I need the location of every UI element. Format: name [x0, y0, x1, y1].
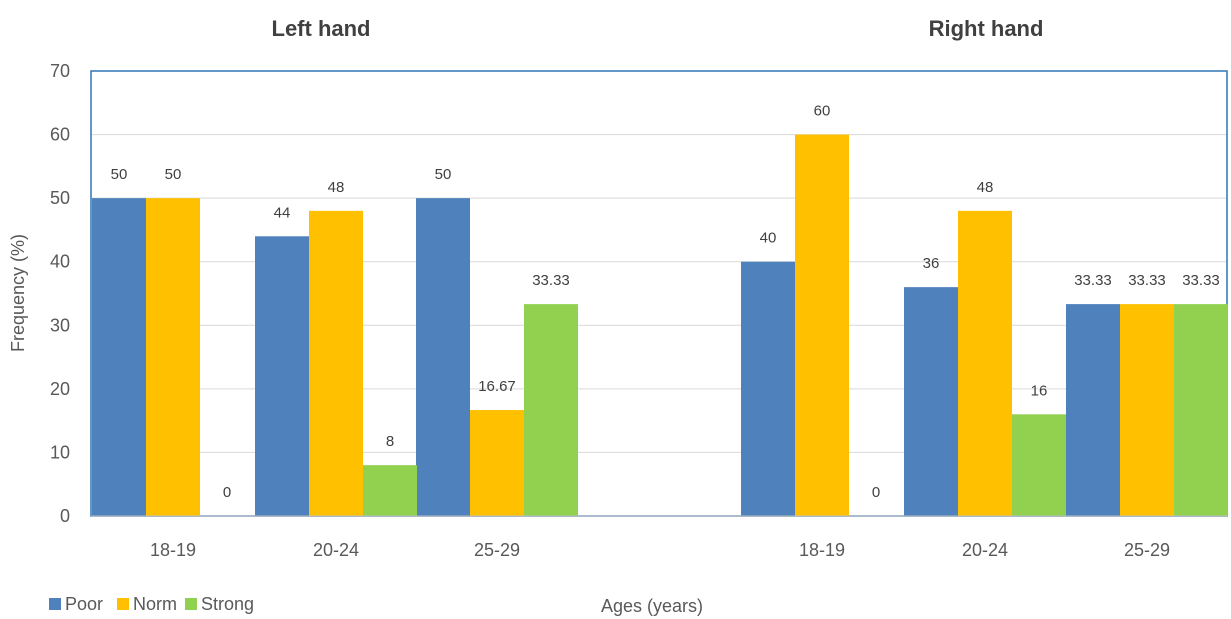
data-label: 33.33 [1128, 272, 1166, 289]
y-tick-label: 20 [50, 379, 70, 399]
data-label: 33.33 [1074, 272, 1112, 289]
data-label: 33.33 [1182, 272, 1220, 289]
value-labels: 50 44 50 40 36 33.33 50 48 16.67 60 48 33.33 0 8 33.33… [111, 103, 1220, 501]
data-label: 60 [814, 103, 831, 120]
group-title-right: Right hand [929, 16, 1044, 41]
legend-swatch-poor [49, 598, 61, 610]
bar-poor [92, 198, 146, 516]
y-tick-label: 70 [50, 61, 70, 81]
bar-norm [958, 210, 1012, 516]
x-axis-tick-labels: 18-19 20-24 25-29 18-19 20-24 25-29 [150, 540, 1170, 560]
bar-strong [1174, 304, 1228, 516]
bar-strong [1012, 414, 1066, 516]
bar-poor [904, 287, 958, 516]
x-tick-label: 18-19 [799, 540, 845, 560]
legend-swatch-norm [117, 598, 129, 610]
data-label: 16.67 [478, 378, 516, 395]
x-tick-label: 20-24 [962, 540, 1008, 560]
y-tick-label: 40 [50, 252, 70, 272]
y-tick-label: 10 [50, 442, 70, 462]
legend-label: Strong [201, 594, 254, 614]
data-label: 40 [760, 230, 777, 247]
bar-norm [309, 210, 363, 516]
data-label: 0 [872, 484, 880, 501]
x-tick-label: 20-24 [313, 540, 359, 560]
data-label: 50 [435, 166, 452, 183]
y-axis-label: Frequency (%) [8, 234, 28, 352]
bar-strong [363, 465, 417, 516]
data-label: 8 [386, 433, 394, 450]
group-title-left: Left hand [272, 16, 371, 41]
data-label: 33.33 [532, 272, 570, 289]
x-tick-label: 25-29 [1124, 540, 1170, 560]
data-label: 50 [165, 166, 182, 183]
bar-norm [146, 198, 200, 516]
y-axis-tick-labels: 0 10 20 30 40 50 60 70 [50, 61, 70, 526]
y-tick-label: 60 [50, 125, 70, 145]
y-tick-label: 50 [50, 188, 70, 208]
data-label: 48 [977, 179, 994, 196]
x-tick-label: 25-29 [474, 540, 520, 560]
bar-poor [255, 236, 309, 517]
bar-strong [524, 304, 578, 516]
bars [92, 134, 1228, 517]
data-label: 16 [1031, 382, 1048, 399]
data-label: 48 [328, 179, 345, 196]
data-label: 0 [223, 484, 231, 501]
x-tick-label: 18-19 [150, 540, 196, 560]
data-label: 50 [111, 166, 128, 183]
bar-poor [1066, 304, 1120, 516]
legend: Poor Norm Strong [49, 594, 254, 614]
x-axis-label: Ages (years) [601, 596, 703, 616]
y-tick-label: 0 [60, 506, 70, 526]
bar-norm [795, 134, 849, 517]
legend-swatch-strong [185, 598, 197, 610]
data-label: 36 [923, 255, 940, 272]
bar-norm [1120, 304, 1174, 516]
bar-poor [416, 198, 470, 516]
legend-label: Poor [65, 594, 103, 614]
bar-poor [741, 261, 795, 516]
bar-norm [470, 410, 524, 516]
legend-label: Norm [133, 594, 177, 614]
y-tick-label: 30 [50, 315, 70, 335]
data-label: 44 [274, 204, 291, 221]
